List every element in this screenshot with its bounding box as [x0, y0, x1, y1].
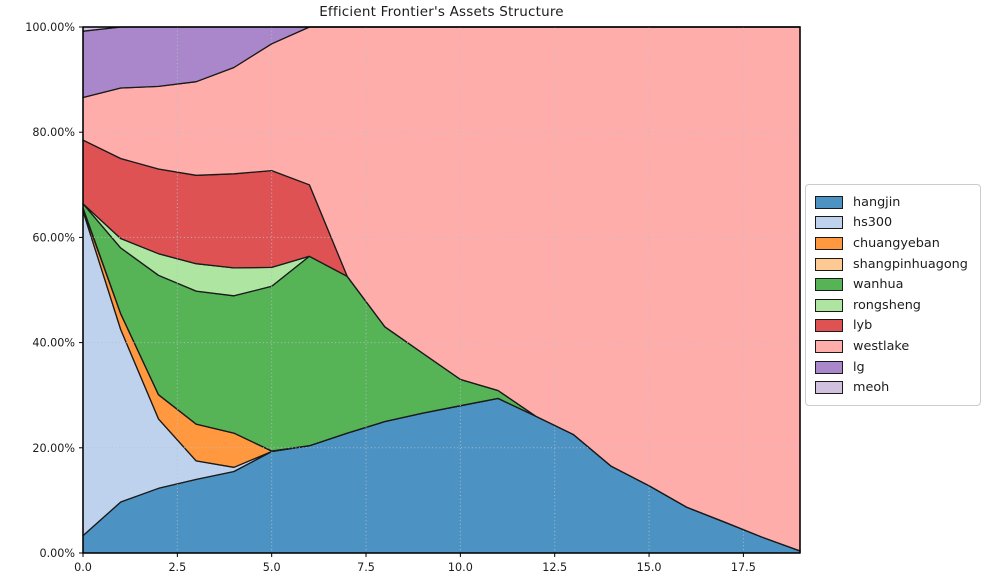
legend-label: hs300	[853, 215, 893, 231]
legend-swatch-chuangyeban	[815, 236, 843, 250]
legend-item-lg: lg	[815, 357, 968, 378]
chart-title: Efficient Frontier's Assets Structure	[319, 4, 564, 20]
x-tick-label: 12.5	[542, 561, 567, 574]
legend-label: wanhua	[853, 277, 904, 293]
x-tick-label: 17.5	[731, 561, 756, 574]
legend-item-shangpinhuagong: shangpinhuagong	[815, 254, 968, 275]
legend-label: lyb	[853, 318, 873, 334]
legend-swatch-hs300	[815, 216, 843, 230]
legend-swatch-hangjin	[815, 195, 843, 209]
legend-swatch-westlake	[815, 339, 843, 353]
legend-label: rongsheng	[853, 297, 921, 313]
legend-item-hs300: hs300	[815, 213, 968, 234]
x-tick-label: 10.0	[448, 561, 473, 574]
legend-item-rongsheng: rongsheng	[815, 295, 968, 316]
legend-item-lyb: lyb	[815, 316, 968, 337]
legend-swatch-shangpinhuagong	[815, 257, 843, 271]
legend-label: hangjin	[853, 194, 901, 210]
legend-label: meoh	[853, 380, 890, 396]
legend-label: chuangyeban	[853, 235, 940, 251]
y-tick-label: 60.00%	[32, 231, 75, 244]
x-tick-label: 7.5	[357, 561, 375, 574]
legend-item-hangjin: hangjin	[815, 192, 968, 213]
legend-swatch-meoh	[815, 381, 843, 395]
x-tick-label: 0.0	[74, 561, 92, 574]
legend-label: westlake	[853, 338, 910, 354]
legend-swatch-lyb	[815, 319, 843, 333]
y-tick-label: 40.00%	[32, 337, 75, 350]
legend-item-chuangyeban: chuangyeban	[815, 233, 968, 254]
legend-label: lg	[853, 359, 865, 375]
y-tick-label: 20.00%	[32, 442, 75, 455]
plot-frame	[82, 26, 801, 554]
x-tick-label: 2.5	[168, 561, 186, 574]
legend-label: shangpinhuagong	[853, 256, 968, 272]
legend-swatch-lg	[815, 360, 843, 374]
legend: hangjin hs300 chuangyeban shangpinhuagong wa…	[805, 184, 981, 406]
y-tick-label: 0.00%	[39, 547, 75, 560]
legend-item-wanhua: wanhua	[815, 274, 968, 295]
y-tick-label: 80.00%	[32, 126, 75, 139]
legend-item-westlake: westlake	[815, 336, 968, 357]
legend-item-meoh: meoh	[815, 377, 968, 398]
legend-swatch-rongsheng	[815, 298, 843, 312]
legend-swatch-wanhua	[815, 278, 843, 292]
x-tick-label: 5.0	[263, 561, 281, 574]
y-tick-label: 100.00%	[25, 21, 75, 34]
x-tick-label: 15.0	[637, 561, 662, 574]
